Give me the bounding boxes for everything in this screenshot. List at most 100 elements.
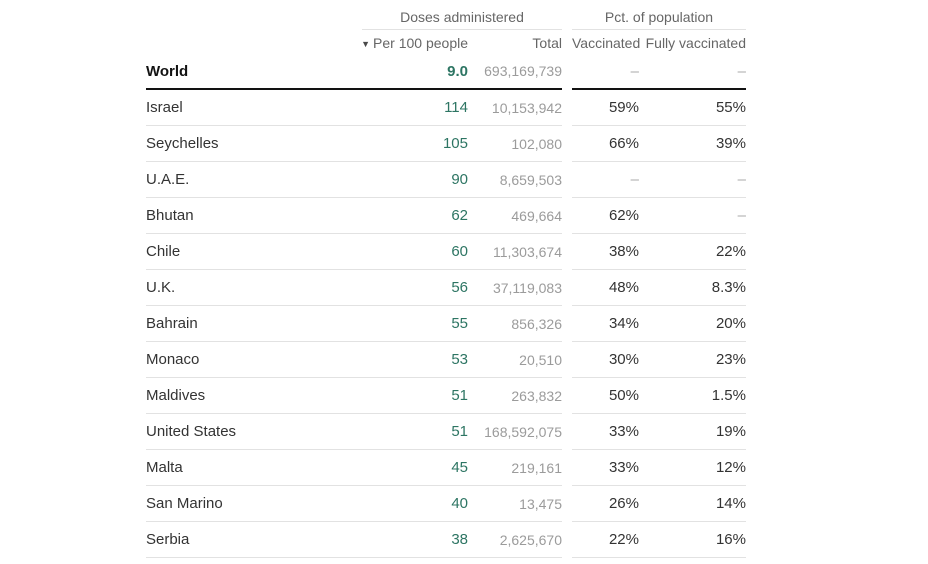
vaccinated-pct-value: 50%	[608, 387, 639, 404]
total-doses-value: 8,659,503	[499, 171, 562, 188]
vaccinated-pct-value: –	[630, 62, 639, 80]
column-header-per-100-people-label: Per 100 people	[373, 35, 468, 51]
total-doses-value: 13,475	[519, 495, 562, 512]
total-doses-value: 168,592,075	[484, 423, 562, 440]
column-group-divider	[562, 234, 572, 270]
table-row: Bahrain 55 856,326 34% 20%	[146, 306, 746, 342]
total-doses-value: 2,625,670	[499, 531, 562, 548]
per-100-people-value: 9.0	[447, 62, 468, 80]
vaccinations-table: Doses administered Pct. of population ▼ P…	[146, 0, 746, 558]
table-body: World 9.0 693,169,739 – – Israel 114 10,…	[146, 54, 746, 558]
column-group-divider	[562, 306, 572, 342]
total-doses-value: 10,153,942	[491, 99, 562, 116]
vaccinated-pct-value: 33%	[608, 423, 639, 440]
total-doses-value: 219,161	[511, 459, 562, 476]
country-name: Maldives	[146, 387, 206, 404]
total-doses-value: 856,326	[511, 315, 562, 332]
vaccinated-pct-value: 26%	[608, 495, 639, 512]
total-doses-value: 693,169,739	[484, 63, 562, 79]
column-group-divider	[562, 90, 572, 126]
column-group-doses-administered: Doses administered	[362, 9, 562, 30]
table-row: Chile 60 11,303,674 38% 22%	[146, 234, 746, 270]
column-group-divider	[562, 198, 572, 234]
fully-vaccinated-pct-value: 22%	[715, 243, 746, 260]
country-name: Bahrain	[146, 315, 198, 332]
column-group-divider	[562, 486, 572, 522]
per-100-people-value: 45	[451, 459, 468, 476]
country-name: Bhutan	[146, 207, 194, 224]
column-group-pct-of-population: Pct. of population	[572, 9, 746, 30]
column-header-vaccinated[interactable]: Vaccinated	[572, 35, 641, 51]
vaccinated-pct-value: –	[630, 171, 639, 188]
per-100-people-value: 60	[451, 243, 468, 260]
fully-vaccinated-pct-value: 8.3%	[711, 279, 746, 296]
fully-vaccinated-pct-value: 23%	[715, 351, 746, 368]
per-100-people-value: 55	[451, 315, 468, 332]
fully-vaccinated-pct-value: 39%	[715, 135, 746, 152]
country-name: Chile	[146, 243, 181, 260]
vaccinated-pct-value: 66%	[608, 135, 639, 152]
country-name: Serbia	[146, 531, 190, 548]
column-group-divider	[562, 342, 572, 378]
fully-vaccinated-pct-value: 16%	[715, 531, 746, 548]
total-doses-value: 469,664	[511, 207, 562, 224]
country-name: San Marino	[146, 495, 223, 512]
column-group-divider	[562, 414, 572, 450]
total-doses-value: 11,303,674	[492, 243, 562, 260]
table-row: Serbia 38 2,625,670 22% 16%	[146, 522, 746, 558]
country-name: Seychelles	[146, 135, 219, 152]
column-group-divider	[562, 270, 572, 306]
column-header-total[interactable]: Total	[532, 35, 562, 51]
table-row: San Marino 40 13,475 26% 14%	[146, 486, 746, 522]
column-group-divider	[562, 30, 572, 54]
per-100-people-value: 105	[442, 135, 468, 152]
column-group-divider	[562, 54, 572, 90]
fully-vaccinated-pct-value: 1.5%	[711, 387, 746, 404]
table-row: United States 51 168,592,075 33% 19%	[146, 414, 746, 450]
vaccinated-pct-value: 59%	[608, 99, 639, 116]
country-name: United States	[146, 423, 237, 440]
country-name: Malta	[146, 459, 183, 476]
vaccinated-pct-value: 30%	[608, 351, 639, 368]
table-row: Seychelles 105 102,080 66% 39%	[146, 126, 746, 162]
fully-vaccinated-pct-value: –	[737, 62, 746, 80]
vaccinated-pct-value: 33%	[608, 459, 639, 476]
total-doses-value: 102,080	[511, 135, 562, 152]
fully-vaccinated-pct-value: –	[737, 207, 746, 224]
fully-vaccinated-pct-value: 19%	[715, 423, 746, 440]
column-header-fully-vaccinated[interactable]: Fully vaccinated	[645, 35, 746, 51]
total-doses-value: 37,119,083	[492, 279, 562, 296]
vaccinated-pct-value: 34%	[608, 315, 639, 332]
table-column-header-row: ▼ Per 100 people Total Vaccinated Fully v…	[146, 30, 746, 54]
per-100-people-value: 38	[451, 531, 468, 548]
sort-descending-icon: ▼	[361, 39, 371, 49]
table-row: Maldives 51 263,832 50% 1.5%	[146, 378, 746, 414]
column-group-divider	[562, 126, 572, 162]
column-group-divider	[562, 378, 572, 414]
table-row: Israel 114 10,153,942 59% 55%	[146, 90, 746, 126]
fully-vaccinated-pct-value: 55%	[715, 99, 746, 116]
table-row: U.A.E. 90 8,659,503 – –	[146, 162, 746, 198]
vaccinated-pct-value: 22%	[608, 531, 639, 548]
country-name: U.A.E.	[146, 171, 190, 188]
table-row: U.K. 56 37,119,083 48% 8.3%	[146, 270, 746, 306]
fully-vaccinated-pct-value: –	[737, 171, 746, 188]
country-name: World	[146, 62, 189, 80]
fully-vaccinated-pct-value: 14%	[715, 495, 746, 512]
column-group-divider	[562, 522, 572, 558]
vaccinated-pct-value: 48%	[608, 279, 639, 296]
column-header-per-100-people[interactable]: ▼ Per 100 people	[318, 35, 468, 51]
table-group-header-row: Doses administered Pct. of population	[146, 0, 746, 30]
table-row: Monaco 53 20,510 30% 23%	[146, 342, 746, 378]
fully-vaccinated-pct-value: 12%	[715, 459, 746, 476]
total-doses-value: 20,510	[519, 351, 562, 368]
country-name: Monaco	[146, 351, 200, 368]
table-row: Malta 45 219,161 33% 12%	[146, 450, 746, 486]
vaccinated-pct-value: 38%	[608, 243, 639, 260]
per-100-people-value: 90	[451, 171, 468, 188]
per-100-people-value: 56	[451, 279, 468, 296]
vaccinated-pct-value: 62%	[608, 207, 639, 224]
per-100-people-value: 40	[451, 495, 468, 512]
country-name: Israel	[146, 99, 183, 116]
